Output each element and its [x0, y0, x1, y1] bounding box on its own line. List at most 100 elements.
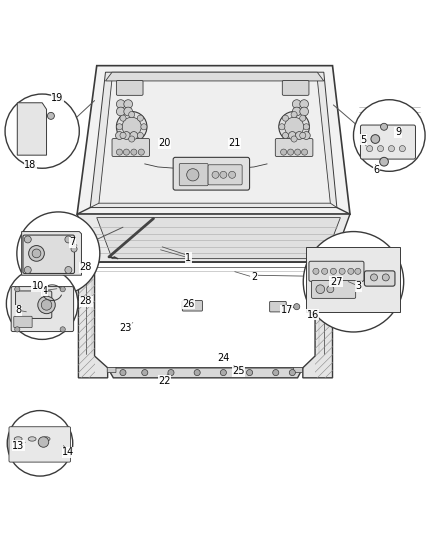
FancyBboxPatch shape	[117, 80, 143, 95]
Circle shape	[378, 146, 384, 152]
Circle shape	[141, 124, 147, 130]
Text: 26: 26	[182, 298, 194, 309]
Circle shape	[123, 132, 131, 140]
Text: 28: 28	[80, 262, 92, 272]
Circle shape	[381, 123, 388, 130]
Circle shape	[47, 112, 54, 119]
Circle shape	[168, 369, 174, 376]
FancyBboxPatch shape	[112, 139, 150, 157]
Polygon shape	[303, 262, 332, 378]
Text: 10: 10	[32, 281, 44, 291]
Circle shape	[38, 437, 49, 447]
Circle shape	[117, 111, 147, 142]
Text: 7: 7	[70, 238, 76, 247]
Text: 2: 2	[251, 272, 257, 282]
Text: 25: 25	[233, 366, 245, 376]
Circle shape	[295, 132, 303, 140]
Circle shape	[137, 132, 143, 139]
Text: 9: 9	[395, 127, 401, 137]
Circle shape	[289, 369, 295, 376]
Circle shape	[300, 132, 306, 139]
Circle shape	[14, 287, 20, 292]
Circle shape	[313, 268, 319, 274]
Text: 17: 17	[280, 305, 293, 315]
Circle shape	[187, 169, 199, 181]
Ellipse shape	[42, 437, 50, 441]
Circle shape	[65, 236, 72, 243]
Polygon shape	[17, 103, 46, 155]
Circle shape	[212, 171, 219, 179]
Circle shape	[380, 157, 389, 166]
Circle shape	[24, 266, 31, 273]
Circle shape	[300, 107, 308, 116]
Circle shape	[399, 146, 406, 152]
Circle shape	[355, 268, 361, 274]
Circle shape	[283, 132, 289, 139]
Circle shape	[60, 287, 65, 292]
Circle shape	[122, 117, 141, 136]
Circle shape	[303, 124, 309, 130]
FancyBboxPatch shape	[309, 261, 364, 281]
Circle shape	[283, 115, 289, 121]
Circle shape	[129, 136, 135, 142]
Circle shape	[124, 149, 130, 155]
Polygon shape	[306, 247, 400, 312]
Text: 22: 22	[158, 376, 171, 386]
FancyBboxPatch shape	[107, 367, 116, 373]
Circle shape	[24, 236, 31, 243]
Polygon shape	[90, 72, 337, 207]
Polygon shape	[21, 231, 81, 275]
FancyBboxPatch shape	[364, 271, 395, 286]
Circle shape	[330, 268, 336, 274]
Circle shape	[116, 132, 124, 140]
Polygon shape	[99, 79, 330, 203]
FancyBboxPatch shape	[173, 157, 250, 190]
Text: 18: 18	[24, 160, 36, 170]
Circle shape	[41, 300, 52, 310]
Circle shape	[327, 286, 334, 293]
FancyBboxPatch shape	[15, 291, 52, 318]
PathPatch shape	[5, 94, 79, 168]
Circle shape	[281, 149, 287, 155]
Circle shape	[279, 111, 309, 142]
Circle shape	[279, 124, 285, 130]
Circle shape	[7, 268, 78, 340]
FancyBboxPatch shape	[208, 165, 242, 185]
Circle shape	[288, 132, 296, 140]
Circle shape	[129, 111, 135, 118]
Circle shape	[288, 149, 293, 155]
Circle shape	[294, 149, 300, 155]
Circle shape	[131, 149, 137, 155]
Circle shape	[124, 107, 133, 116]
Text: 3: 3	[356, 281, 362, 291]
Circle shape	[293, 304, 300, 310]
Circle shape	[120, 132, 126, 139]
Polygon shape	[97, 217, 340, 259]
Text: 27: 27	[330, 277, 342, 287]
Circle shape	[339, 268, 345, 274]
Circle shape	[7, 410, 73, 476]
Polygon shape	[77, 66, 350, 214]
FancyBboxPatch shape	[182, 301, 202, 311]
Ellipse shape	[14, 437, 22, 441]
Text: 5: 5	[360, 135, 366, 145]
Text: 13: 13	[12, 440, 24, 450]
Text: 1: 1	[185, 253, 191, 263]
FancyBboxPatch shape	[11, 287, 74, 332]
Circle shape	[367, 146, 373, 152]
Polygon shape	[77, 214, 350, 262]
Circle shape	[117, 124, 123, 130]
FancyBboxPatch shape	[23, 235, 74, 273]
FancyBboxPatch shape	[9, 427, 71, 462]
Circle shape	[321, 268, 328, 274]
Circle shape	[300, 115, 306, 121]
FancyBboxPatch shape	[283, 80, 309, 95]
FancyBboxPatch shape	[360, 125, 416, 159]
Text: 19: 19	[51, 93, 64, 103]
Circle shape	[120, 115, 126, 121]
Circle shape	[303, 231, 404, 332]
Circle shape	[291, 111, 297, 118]
FancyBboxPatch shape	[270, 302, 286, 312]
Circle shape	[229, 171, 236, 179]
Circle shape	[138, 149, 145, 155]
